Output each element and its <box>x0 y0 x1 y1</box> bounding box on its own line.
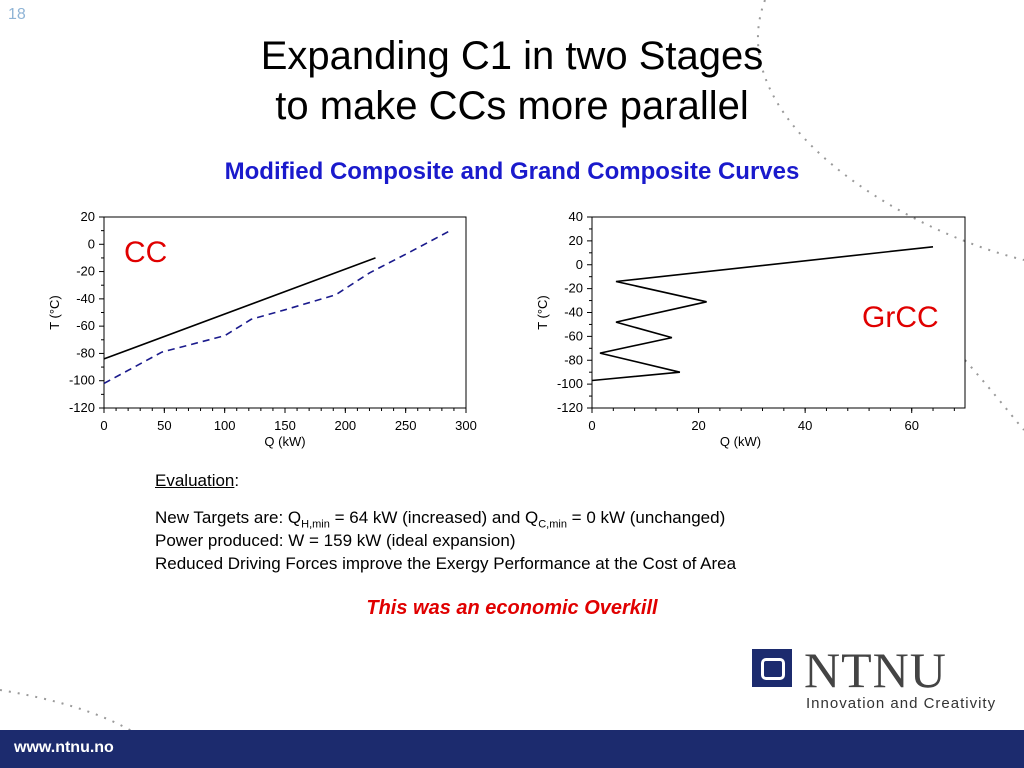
evaluation-colon: : <box>234 471 240 490</box>
slide-subtitle: Modified Composite and Grand Composite C… <box>224 158 800 185</box>
series-line-2 <box>103 229 451 385</box>
evaluation-heading: Evaluation: <box>155 470 239 492</box>
y-tick-label: 20 <box>81 209 95 224</box>
y-tick-label: 20 <box>569 233 583 248</box>
targets-text-b: = 64 kW (increased) and Q <box>329 508 539 527</box>
x-tick-label: 150 <box>274 418 296 433</box>
y-tick-label: -120 <box>69 400 95 415</box>
y-axis-label: T (°C) <box>535 295 550 330</box>
x-tick-label: 200 <box>334 418 356 433</box>
ntnu-logo-tagline: Innovation and Creativity <box>806 695 997 712</box>
cc-chart: 20 0 -20 -40 -60 -80 -100 -120 0 50 100 150 200 250 30… <box>40 205 500 465</box>
y-tick-label: -60 <box>76 318 95 333</box>
grcc-chart-label: GrCC <box>862 301 939 334</box>
x-axis-label: Q (kW) <box>264 434 305 449</box>
x-axis-label: Q (kW) <box>720 434 761 449</box>
y-tick-label: -40 <box>76 291 95 306</box>
q-cmin-subscript: C,min <box>538 518 567 531</box>
y-axis-label: T (°C) <box>47 295 62 330</box>
y-tick-label: -80 <box>564 352 583 367</box>
targets-line: New Targets are: QH,min = 64 kW (increas… <box>155 507 725 535</box>
conclusion-text: This was an economic Overkill <box>366 597 658 619</box>
slide-title-line2: to make CCs more parallel <box>275 84 749 128</box>
x-tick-label: 20 <box>691 418 705 433</box>
cc-chart-label: CC <box>124 236 168 269</box>
targets-text-a: New Targets are: Q <box>155 508 302 527</box>
y-tick-label: -120 <box>557 400 583 415</box>
x-tick-label: 40 <box>798 418 812 433</box>
y-tick-label: 0 <box>576 257 583 272</box>
slide-title-line1: Expanding C1 in two Stages <box>260 34 764 78</box>
y-tick-label: -60 <box>564 328 583 343</box>
driving-forces-line: Reduced Driving Forces improve the Exerg… <box>155 554 737 573</box>
y-tick-label: -20 <box>564 281 583 296</box>
q-hmin-subscript: H,min <box>301 518 330 531</box>
targets-text-c: = 0 kW (unchanged) <box>566 508 726 527</box>
y-tick-label: -40 <box>564 305 583 320</box>
series-line-1 <box>591 246 934 382</box>
y-tick-label: -80 <box>76 345 95 360</box>
x-tick-label: 300 <box>455 418 477 433</box>
x-tick-label: 100 <box>214 418 236 433</box>
footer-url[interactable]: www.ntnu.no <box>14 739 114 756</box>
x-tick-label: 50 <box>157 418 171 433</box>
slide-number: 18 <box>8 6 26 23</box>
evaluation-heading-text: Evaluation <box>155 471 235 490</box>
ntnu-logo-icon <box>752 649 792 687</box>
x-tick-label: 250 <box>395 418 417 433</box>
ntnu-logo: NTNU Innovation and Creativity <box>752 642 1002 720</box>
y-tick-label: 40 <box>569 209 583 224</box>
x-tick-label: 0 <box>100 418 107 433</box>
x-tick-label: 60 <box>904 418 918 433</box>
grcc-chart: 40 20 0 -20 -40 -60 -80 -100 -120 0 20 40 60 Q (kW) T … <box>520 205 990 465</box>
footer-bar: www.ntnu.no <box>0 730 1024 768</box>
power-line: Power produced: W = 159 kW (ideal expans… <box>155 531 516 550</box>
y-tick-label: 0 <box>88 236 95 251</box>
y-tick-label: -100 <box>69 373 95 388</box>
series-line-1 <box>103 257 376 360</box>
y-tick-label: -20 <box>76 264 95 279</box>
x-tick-label: 0 <box>588 418 595 433</box>
y-tick-label: -100 <box>557 376 583 391</box>
ntnu-logo-name: NTNU <box>804 642 947 698</box>
